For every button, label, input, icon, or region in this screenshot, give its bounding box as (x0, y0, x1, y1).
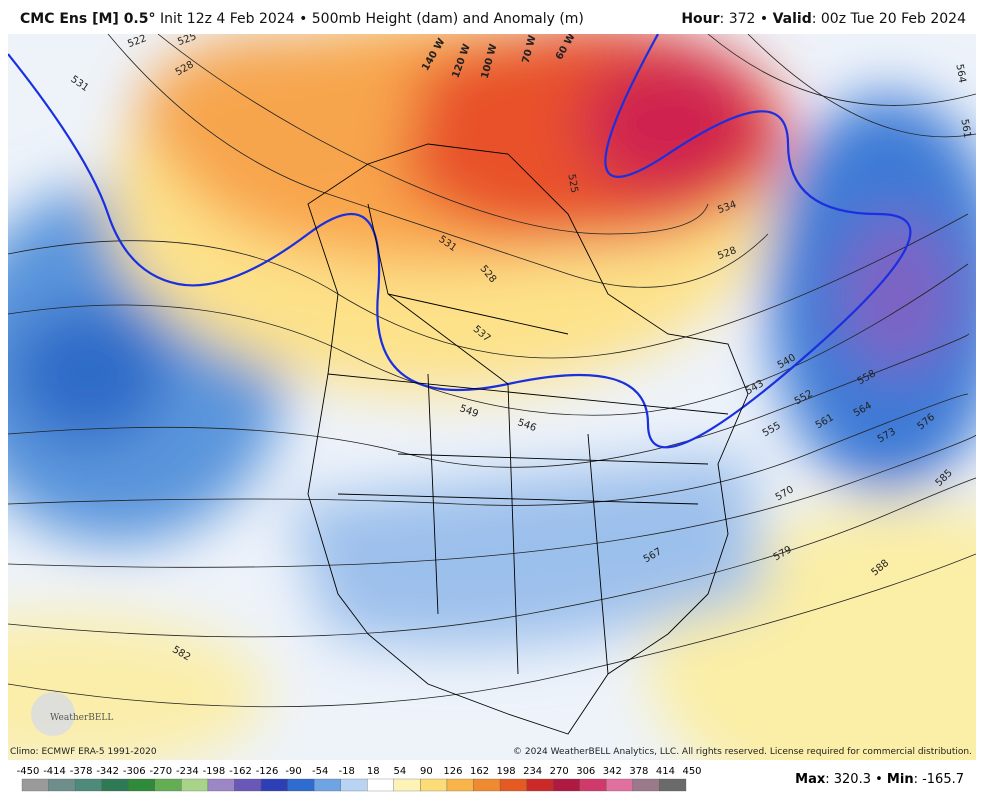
colorbar-swatch (632, 778, 660, 792)
colorbar-label: -342 (96, 766, 119, 777)
colorbar-label: -198 (203, 766, 226, 777)
colorbar-swatch (128, 778, 155, 792)
colorbar-label: -450 (17, 766, 40, 777)
min-label: Min (886, 772, 914, 787)
colorbar-label: 414 (656, 766, 675, 777)
colorbar-label: 198 (497, 766, 516, 777)
colorbar-label: -90 (285, 766, 301, 777)
colorbar-swatch (314, 778, 341, 792)
colorbar-swatch (606, 778, 634, 792)
max-label: Max (795, 772, 826, 787)
colorbar-label: 54 (393, 766, 406, 777)
colorbar-swatch (340, 778, 368, 792)
colorbar-label: 270 (550, 766, 569, 777)
colorbar-label: -162 (229, 766, 252, 777)
colorbar-swatch (287, 778, 315, 792)
colorbar-swatch (393, 778, 421, 792)
contour-label: 564 (953, 63, 967, 84)
colorbar-swatch (48, 778, 76, 792)
colorbar-swatch (154, 778, 182, 792)
hour-label: Hour (681, 11, 720, 27)
colorbar-label: -306 (123, 766, 146, 777)
colorbar-swatch (181, 778, 209, 792)
colorbar-label: 18 (367, 766, 380, 777)
description: Init 12z 4 Feb 2024 • 500mb Height (dam)… (159, 11, 584, 27)
valid-label: Valid (772, 11, 812, 27)
colorbar-label: 162 (470, 766, 489, 777)
colorbar-label: 234 (523, 766, 542, 777)
colorbar-label: -18 (339, 766, 355, 777)
extremes: Max: 320.3 • Min: -165.7 (795, 772, 964, 787)
colorbar-label: -270 (149, 766, 172, 777)
max-value: : 320.3 • (825, 772, 887, 787)
colorbar-swatch (659, 778, 687, 792)
colorbar-swatch (526, 778, 554, 792)
colorbar-label: 306 (576, 766, 595, 777)
colorbar-swatch (446, 778, 474, 792)
colorbar-swatch (260, 778, 288, 792)
colorbar-swatch (553, 778, 580, 792)
colorbar-swatch (207, 778, 235, 792)
colorbar-swatch (21, 778, 49, 792)
colorbar: -450 -414 -378 -342 -306 -270 -234 -198 -162 -126… (17, 766, 702, 792)
title: CMC Ens [M] 0.5° Init 12z 4 Feb 2024 • 5… (20, 11, 584, 27)
colorbar-label: 378 (629, 766, 648, 777)
colorbar-swatch (101, 778, 129, 792)
colorbar-swatch (234, 778, 262, 792)
contour-label: 525 (565, 173, 579, 194)
hour-value: : 372 • (719, 11, 773, 27)
colorbar-swatch (499, 778, 527, 792)
valid-info: Hour: 372 • Valid: 00z Tue 20 Feb 2024 (681, 11, 966, 27)
copyright: © 2024 WeatherBELL Analytics, LLC. All r… (513, 747, 972, 757)
colorbar-swatch (473, 778, 501, 792)
colorbar-label: -126 (256, 766, 279, 777)
valid-value: : 00z Tue 20 Feb 2024 (811, 11, 966, 27)
colorbar-label: 90 (420, 766, 433, 777)
min-value: : -165.7 (913, 772, 964, 787)
model-name: CMC Ens [M] 0.5° (20, 11, 156, 27)
colorbar-label: 342 (603, 766, 622, 777)
colorbar-swatch (74, 778, 102, 792)
colorbar-label: 126 (443, 766, 462, 777)
colorbar-label: -54 (312, 766, 328, 777)
colorbar-label: -234 (176, 766, 199, 777)
climo-note: Climo: ECMWF ERA-5 1991-2020 (10, 747, 157, 757)
colorbar-label: -378 (70, 766, 93, 777)
colorbar-swatch (579, 778, 607, 792)
colorbar-label: 450 (682, 766, 701, 777)
contour-label: 561 (958, 118, 972, 139)
map: WeatherBELL 522 5255285315315285375495465… (8, 34, 976, 760)
logo: WeatherBELL (50, 713, 113, 723)
colorbar-label: -414 (43, 766, 66, 777)
colorbar-swatch (367, 778, 394, 792)
anomaly-field: WeatherBELL 522 5255285315315285375495465… (8, 34, 976, 760)
colorbar-swatch (420, 778, 448, 792)
